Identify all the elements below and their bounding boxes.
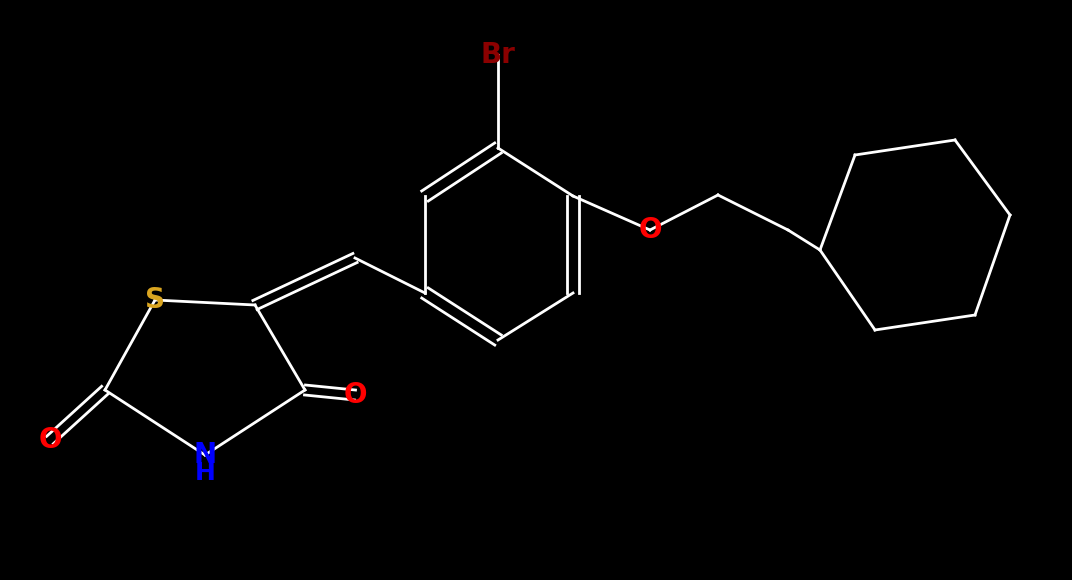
Text: O: O bbox=[39, 426, 62, 454]
Text: H: H bbox=[194, 461, 215, 485]
Text: Br: Br bbox=[480, 41, 516, 69]
Text: N: N bbox=[193, 441, 217, 469]
Text: S: S bbox=[145, 286, 165, 314]
Text: O: O bbox=[343, 381, 367, 409]
Text: O: O bbox=[638, 216, 661, 244]
